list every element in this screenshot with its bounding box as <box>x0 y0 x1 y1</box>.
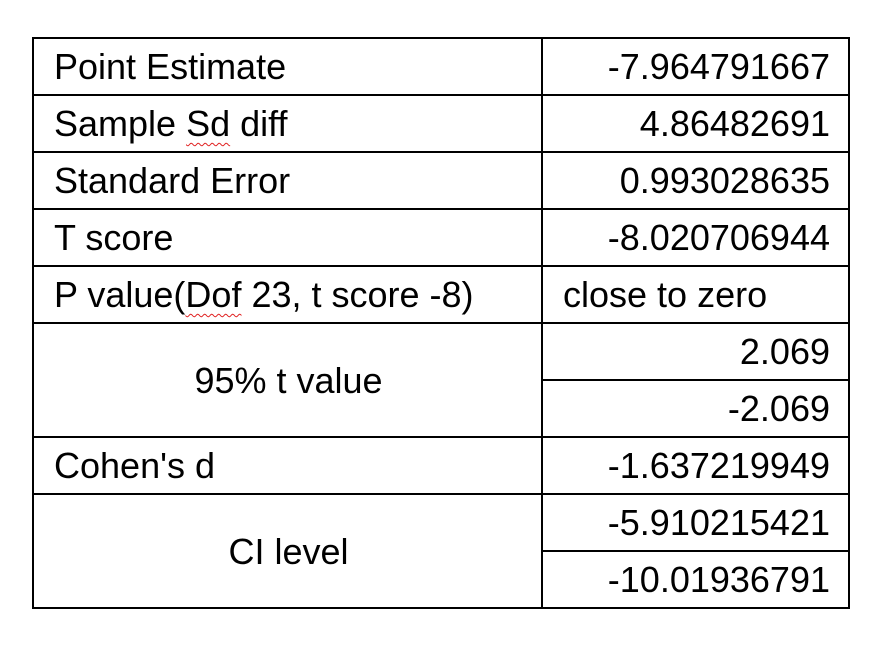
row-value-t-score: -8.020706944 <box>541 208 850 267</box>
row-value-p-value: close to zero <box>541 265 850 324</box>
table-row: Cohen's d -1.637219949 <box>32 436 850 495</box>
row-label-sample-sd-diff: Sample Sd diff <box>32 94 543 153</box>
row-label-p-value: P value(Dof 23, t score -8) <box>32 265 543 324</box>
table-row: P value(Dof 23, t score -8) close to zer… <box>32 265 850 324</box>
table-row: Sample Sd diff 4.86482691 <box>32 94 850 153</box>
label-part: P value( <box>54 274 186 315</box>
table-row: CI level -5.910215421 <box>32 493 850 609</box>
row-label-cohens-d: Cohen's d <box>32 436 543 495</box>
spellcheck-underlined-word: Dof <box>185 274 242 315</box>
table-row: 95% t value 2.069 <box>32 322 850 438</box>
row-label-ci-level: CI level <box>32 493 543 609</box>
table-row: T score -8.020706944 <box>32 208 850 267</box>
label-part: diff <box>230 103 288 144</box>
statistics-table: Point Estimate -7.964791667 Sample Sd di… <box>32 37 850 609</box>
row-value-sample-sd-diff: 4.86482691 <box>541 94 850 153</box>
table-row: -2.069 <box>33 379 850 438</box>
table-row: Point Estimate -7.964791667 <box>32 37 850 96</box>
table-row: Standard Error 0.993028635 <box>32 151 850 210</box>
row-label-95-t-value: 95% t value <box>32 322 543 438</box>
row-label-point-estimate: Point Estimate <box>32 37 543 96</box>
label-part: Sample <box>54 103 187 144</box>
row-value-point-estimate: -7.964791667 <box>541 37 850 96</box>
row-value-standard-error: 0.993028635 <box>541 151 850 210</box>
row-label-standard-error: Standard Error <box>32 151 543 210</box>
row-label-t-score: T score <box>32 208 543 267</box>
row-value-95-t-value-upper: 2.069 <box>541 322 850 381</box>
row-value-ci-level-lower: -10.01936791 <box>541 550 850 609</box>
label-part: 23, t score -8) <box>241 274 474 315</box>
spellcheck-underlined-word: Sd <box>186 103 231 144</box>
row-value-95-t-value-lower: -2.069 <box>541 379 850 438</box>
row-value-ci-level-upper: -5.910215421 <box>541 493 850 552</box>
table-row: -10.01936791 <box>33 550 850 609</box>
row-value-cohens-d: -1.637219949 <box>541 436 850 495</box>
